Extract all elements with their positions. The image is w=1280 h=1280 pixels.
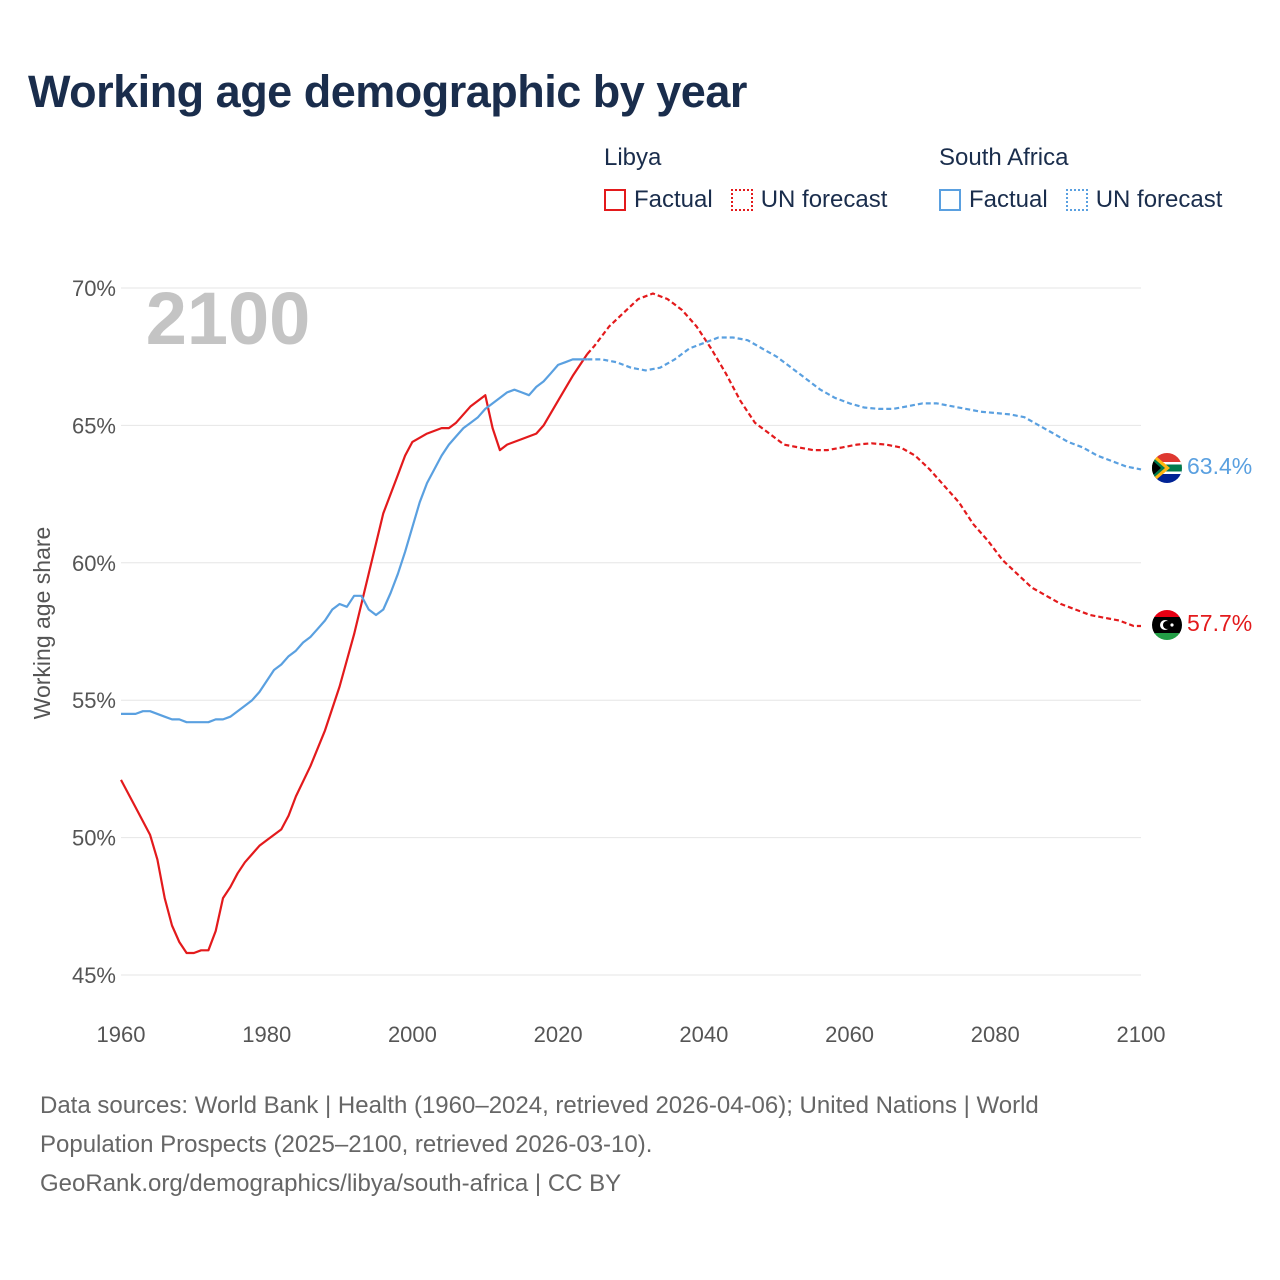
y-tick-label-50: 50% <box>72 826 116 851</box>
legend-south-africa: South Africa Factual UN forecast <box>939 144 1240 214</box>
line-chart: 45% 50% 55% 60% 65% 70% 1960 1980 2000 2020 2040 2… <box>29 276 1252 1047</box>
legend-south-africa-factual-label: Factual <box>969 186 1048 213</box>
source-line-1: Data sources: World Bank | Health (1960–… <box>40 1092 1039 1119</box>
x-tick-label-2060: 2060 <box>825 1022 874 1047</box>
libya-flag-icon <box>1152 610 1182 640</box>
x-axis-ticks: 1960 1980 2000 2020 2040 2060 2080 2100 <box>97 1022 1166 1047</box>
legend-libya-factual-swatch <box>604 189 626 211</box>
legend-south-africa-factual-swatch <box>939 189 961 211</box>
south-africa-end-label: 63.4% <box>1187 453 1252 479</box>
y-tick-label-65: 65% <box>72 413 116 438</box>
legend-libya-forecast-label: UN forecast <box>760 186 888 213</box>
grid-lines <box>121 287 1141 976</box>
y-axis-label: Working age share <box>29 527 55 720</box>
x-tick-label-1960: 1960 <box>97 1022 146 1047</box>
legend-libya: Libya Factual UN forecast <box>604 144 905 214</box>
year-watermark: 2100 <box>146 277 311 360</box>
libya-forecast-line <box>586 292 1141 628</box>
end-markers <box>1152 453 1182 640</box>
legend-south-africa-forecast[interactable]: UN forecast <box>1065 186 1223 214</box>
legend-libya-factual[interactable]: Factual <box>604 186 713 214</box>
legend-libya-forecast[interactable]: UN forecast <box>730 186 888 214</box>
legend-south-africa-forecast-swatch <box>1065 189 1088 211</box>
source-line-2: Population Prospects (2025–2100, retriev… <box>40 1131 653 1158</box>
chart-title: Working age demographic by year <box>28 66 747 117</box>
libya-factual-line <box>120 353 589 955</box>
south-africa-forecast-line <box>587 336 1142 471</box>
y-tick-label-70: 70% <box>72 276 116 301</box>
y-tick-label-60: 60% <box>72 551 116 576</box>
x-tick-label-2080: 2080 <box>971 1022 1020 1047</box>
legend-south-africa-forecast-label: UN forecast <box>1095 186 1223 213</box>
south-africa-flag-icon <box>1152 453 1182 483</box>
x-tick-label-2100: 2100 <box>1117 1022 1166 1047</box>
legend-libya-forecast-swatch <box>730 189 753 211</box>
y-tick-label-45: 45% <box>72 963 116 988</box>
y-tick-label-55: 55% <box>72 688 116 713</box>
legend-south-africa-factual[interactable]: Factual <box>939 186 1048 214</box>
x-tick-label-2040: 2040 <box>679 1022 728 1047</box>
libya-end-label: 57.7% <box>1187 610 1252 636</box>
south-africa-factual-line <box>121 358 588 724</box>
x-tick-label-1980: 1980 <box>242 1022 291 1047</box>
legend-libya-factual-label: Factual <box>634 186 713 213</box>
legend-south-africa-title: South Africa <box>939 144 1069 171</box>
footer: Data sources: World Bank | Health (1960–… <box>40 1086 1240 1203</box>
series-lines <box>120 292 1142 955</box>
x-tick-label-2020: 2020 <box>534 1022 583 1047</box>
y-axis-ticks: 45% 50% 55% 60% 65% 70% <box>72 276 116 988</box>
x-tick-label-2000: 2000 <box>388 1022 437 1047</box>
source-line-3: GeoRank.org/demographics/libya/south-afr… <box>40 1170 622 1197</box>
legend-libya-title: Libya <box>604 144 662 171</box>
